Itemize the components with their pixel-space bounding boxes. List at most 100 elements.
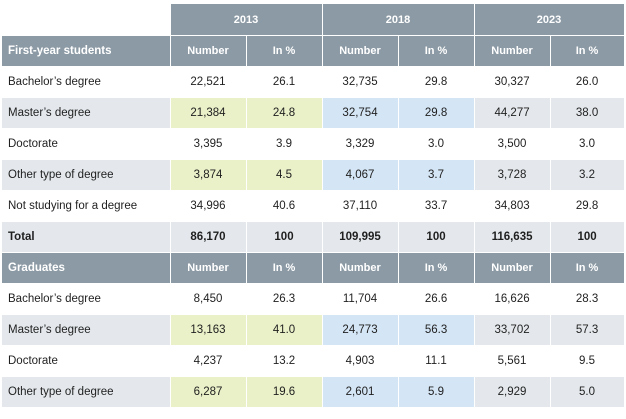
section-header-first-year: First-year students Number In % Number I… — [2, 35, 625, 67]
table-cell: 4,903 — [322, 345, 399, 377]
table-cell: 3,395 — [170, 128, 247, 160]
table-cell: 86,170 — [170, 221, 247, 253]
table-cell: 26.0 — [550, 66, 625, 98]
table-cell: 3.0 — [550, 128, 625, 160]
table-cell: 30,327 — [474, 66, 551, 98]
row-label: Other type of degree — [2, 159, 171, 191]
table-cell: 29.8 — [398, 66, 475, 98]
table-cell: 44,277 — [474, 97, 551, 129]
table-cell: 3,329 — [322, 128, 399, 160]
table-cell: 19.6 — [246, 376, 323, 408]
table-cell: 32,735 — [322, 66, 399, 98]
table-cell: 2,601 — [322, 376, 399, 408]
statistics-table: 2013 2018 2023 First-year students Numbe… — [2, 4, 625, 408]
table-row: Other type of degree 6,287 19.6 2,601 5.… — [2, 376, 625, 408]
table-cell: 3,728 — [474, 159, 551, 191]
table-cell: 3,500 — [474, 128, 551, 160]
table-cell: 100 — [246, 221, 323, 253]
row-label: Total — [2, 221, 171, 253]
table-cell: 11,704 — [322, 283, 399, 315]
table-cell: 28.3 — [550, 283, 625, 315]
section-title: Graduates — [2, 252, 171, 284]
table-cell: 16,626 — [474, 283, 551, 315]
table-cell: 33.7 — [398, 190, 475, 222]
table-cell: 109,995 — [322, 221, 399, 253]
table-cell: 32,754 — [322, 97, 399, 129]
column-header: In % — [550, 252, 625, 284]
table-cell: 3.0 — [398, 128, 475, 160]
table-cell: 8,450 — [170, 283, 247, 315]
row-label: Other type of degree — [2, 376, 171, 408]
total-row: Total 86,170 100 109,995 100 116,635 100 — [2, 221, 625, 253]
table-cell: 29.8 — [550, 190, 625, 222]
table-cell: 5,561 — [474, 345, 551, 377]
row-label: Not studying for a degree — [2, 190, 171, 222]
table-cell: 13,163 — [170, 314, 247, 346]
table-cell: 13.2 — [246, 345, 323, 377]
row-label: Bachelor’s degree — [2, 66, 171, 98]
table-cell: 4.5 — [246, 159, 323, 191]
table-row: Other type of degree 3,874 4.5 4,067 3.7… — [2, 159, 625, 191]
column-header: In % — [550, 35, 625, 67]
column-header: Number — [322, 252, 399, 284]
table-cell: 57.3 — [550, 314, 625, 346]
table-cell: 11.1 — [398, 345, 475, 377]
row-label: Doctorate — [2, 128, 171, 160]
table-row: Doctorate 4,237 13.2 4,903 11.1 5,561 9.… — [2, 345, 625, 377]
table-cell: 100 — [398, 221, 475, 253]
table-cell: 4,237 — [170, 345, 247, 377]
table-cell: 38.0 — [550, 97, 625, 129]
table-row: Master’s degree 13,163 41.0 24,773 56.3 … — [2, 314, 625, 346]
table-cell: 26.3 — [246, 283, 323, 315]
table-cell: 3,874 — [170, 159, 247, 191]
table-row: Doctorate 3,395 3.9 3,329 3.0 3,500 3.0 — [2, 128, 625, 160]
table-cell: 26.6 — [398, 283, 475, 315]
table-cell: 4,067 — [322, 159, 399, 191]
column-header: In % — [246, 35, 323, 67]
section-header-graduates: Graduates Number In % Number In % Number… — [2, 252, 625, 284]
table-cell: 9.5 — [550, 345, 625, 377]
column-header: In % — [246, 252, 323, 284]
table-cell: 5.9 — [398, 376, 475, 408]
year-header-2018: 2018 — [322, 4, 475, 36]
column-header: Number — [170, 35, 247, 67]
year-header-2023: 2023 — [474, 4, 625, 36]
table-row: Bachelor’s degree 22,521 26.1 32,735 29.… — [2, 66, 625, 98]
table-cell: 29.8 — [398, 97, 475, 129]
table-cell: 3.9 — [246, 128, 323, 160]
table-cell: 26.1 — [246, 66, 323, 98]
table-cell: 22,521 — [170, 66, 247, 98]
row-label: Bachelor’s degree — [2, 283, 171, 315]
table-row: Bachelor’s degree 8,450 26.3 11,704 26.6… — [2, 283, 625, 315]
table-cell: 21,384 — [170, 97, 247, 129]
table-cell: 24,773 — [322, 314, 399, 346]
table-cell: 56.3 — [398, 314, 475, 346]
table-cell: 34,803 — [474, 190, 551, 222]
table-cell: 116,635 — [474, 221, 551, 253]
table-cell: 100 — [550, 221, 625, 253]
column-header: In % — [398, 35, 475, 67]
table-cell: 3.7 — [398, 159, 475, 191]
table-cell: 6,287 — [170, 376, 247, 408]
column-header: In % — [398, 252, 475, 284]
table-cell: 3.2 — [550, 159, 625, 191]
column-header: Number — [474, 35, 551, 67]
table-cell: 5.0 — [550, 376, 625, 408]
table-row: Not studying for a degree 34,996 40.6 37… — [2, 190, 625, 222]
column-header: Number — [322, 35, 399, 67]
year-header-2013: 2013 — [170, 4, 323, 36]
column-header: Number — [474, 252, 551, 284]
row-label: Master’s degree — [2, 314, 171, 346]
table-cell: 41.0 — [246, 314, 323, 346]
row-label: Doctorate — [2, 345, 171, 377]
table-cell: 37,110 — [322, 190, 399, 222]
row-label: Master’s degree — [2, 97, 171, 129]
table-cell: 2,929 — [474, 376, 551, 408]
corner-cell — [2, 4, 171, 36]
table-cell: 24.8 — [246, 97, 323, 129]
year-header-row: 2013 2018 2023 — [2, 4, 625, 36]
table-cell: 33,702 — [474, 314, 551, 346]
table-cell: 40.6 — [246, 190, 323, 222]
table-cell: 34,996 — [170, 190, 247, 222]
column-header: Number — [170, 252, 247, 284]
